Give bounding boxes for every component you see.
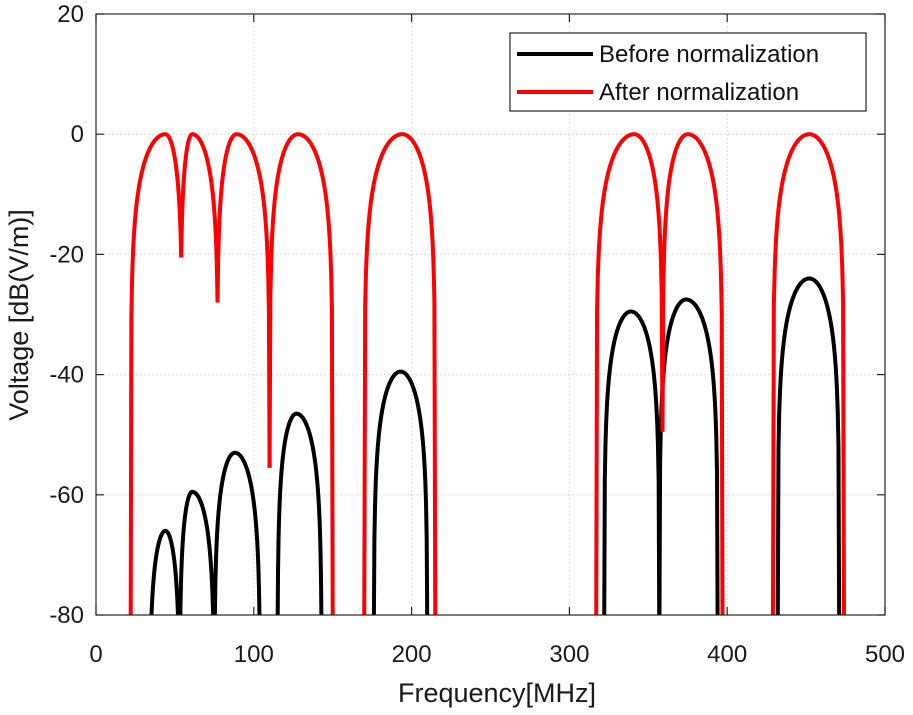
series-line-segment (149, 528, 180, 615)
x-tick-label: 100 (234, 641, 274, 668)
series-line-segment (179, 132, 220, 303)
legend: Before normalization After normalization (509, 32, 867, 112)
x-tick-label: 0 (89, 641, 102, 668)
x-tick-label: 300 (549, 641, 589, 668)
series-line-segment (775, 276, 842, 615)
y-tick-label: -40 (49, 362, 84, 389)
series-line-segment (371, 369, 430, 615)
plot-area (128, 132, 846, 615)
y-tick-labels: -80 -60 -40 -20 0 20 (49, 1, 84, 629)
legend-label-after: After normalization (599, 79, 799, 106)
y-tick-label: -20 (49, 241, 84, 268)
series-line-segment (362, 132, 438, 615)
series-1 (128, 132, 846, 615)
series-line-segment (594, 132, 665, 615)
series-line-segment (602, 309, 662, 615)
series-line-segment (657, 297, 720, 615)
y-tick-label: 0 (71, 121, 84, 148)
series-line-segment (212, 450, 262, 615)
y-tick-label: 20 (57, 1, 84, 28)
series-line-segment (660, 132, 725, 615)
y-axis-label: Voltage [dB(V/m)] (4, 209, 34, 421)
x-tick-label: 500 (865, 641, 905, 668)
axes-box (95, 13, 886, 616)
series-line-segment (267, 132, 335, 615)
x-tick-label: 200 (392, 641, 432, 668)
series-line-segment (128, 132, 184, 615)
legend-box (509, 32, 867, 112)
y-tick-label: -80 (49, 602, 84, 629)
series-line-segment (770, 132, 846, 615)
tick-marks (95, 13, 886, 616)
y-tick-label: -60 (49, 482, 84, 509)
series-line-segment (275, 411, 324, 615)
x-tick-label: 400 (707, 641, 747, 668)
series-0 (149, 276, 842, 615)
series-line-segment (178, 489, 216, 615)
x-axis-label: Frequency[MHz] (398, 678, 596, 708)
x-tick-labels: 0 100 200 300 400 500 (89, 641, 905, 668)
legend-label-before: Before normalization (599, 41, 819, 68)
series-line-segment (215, 132, 272, 468)
